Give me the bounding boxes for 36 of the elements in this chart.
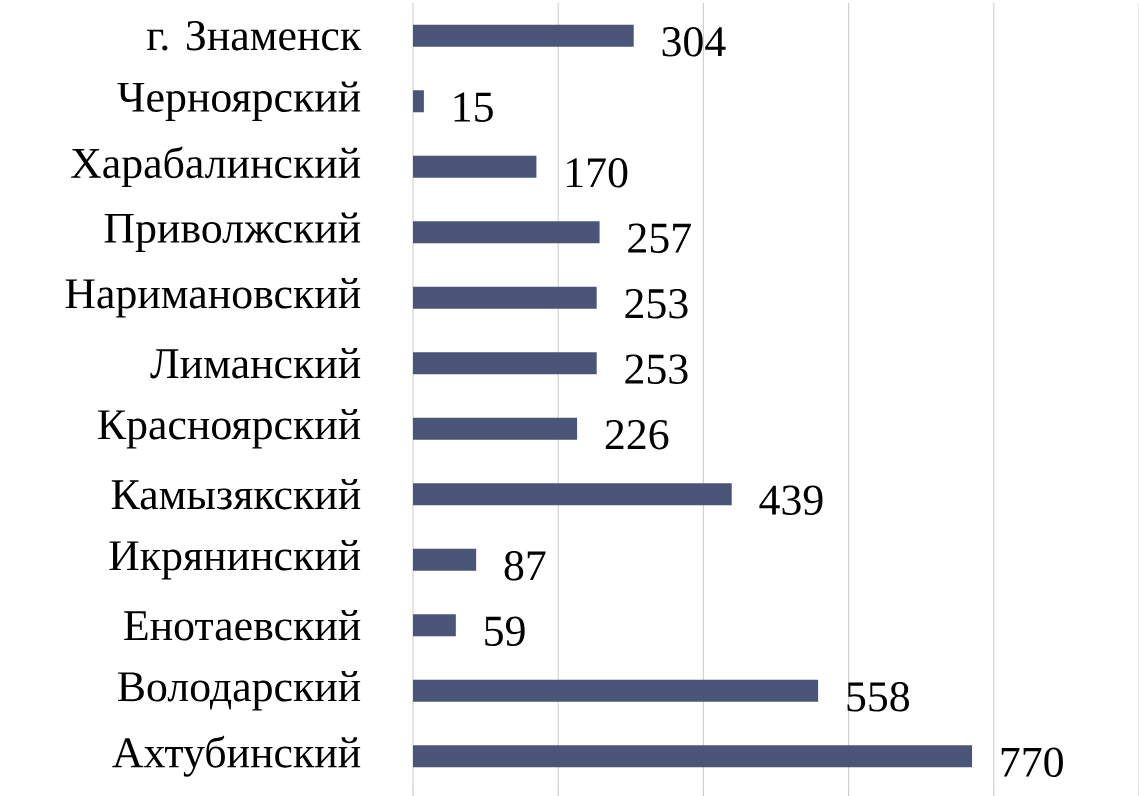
y-tick-label: Енотаевский (124, 610, 361, 641)
data-label: 770 (1001, 747, 1063, 778)
y-tick-label: Харабалинский (71, 146, 361, 188)
y-tick-label: Камызякский (111, 479, 361, 510)
y-tick-label: Красноярский (98, 409, 361, 449)
bar (413, 352, 597, 375)
bar (413, 221, 600, 244)
y-tick-label: Наримановский (65, 278, 361, 318)
y-tick-label: Ахтубинский (112, 735, 361, 777)
bar (413, 155, 537, 178)
data-label: 15 (454, 92, 493, 122)
data-label: 87 (504, 550, 546, 581)
bar (413, 679, 819, 702)
bar (413, 614, 456, 637)
data-label: 226 (605, 420, 669, 450)
data-label: 304 (662, 26, 726, 57)
bar (413, 548, 477, 571)
bar (413, 483, 732, 506)
bar (413, 90, 424, 113)
y-tick-label: Володарский (118, 671, 361, 711)
data-label: 253 (625, 289, 688, 319)
data-label: 170 (567, 157, 628, 188)
bar (413, 24, 634, 47)
y-tick-label: г. Знаменск (147, 20, 362, 51)
bar (413, 286, 597, 309)
bar (413, 417, 578, 440)
data-label: 253 (625, 354, 688, 384)
data-label: 257 (628, 223, 691, 253)
data-label: 59 (485, 616, 525, 646)
bar (413, 745, 973, 768)
data-label: 558 (847, 681, 910, 712)
y-tick-label: Приволжский (104, 212, 361, 252)
data-label: 439 (759, 485, 823, 515)
y-tick-label: Черноярский (117, 81, 361, 121)
y-tick-label: Икрянинский (109, 540, 361, 580)
y-tick-label: Лиманский (150, 348, 361, 379)
